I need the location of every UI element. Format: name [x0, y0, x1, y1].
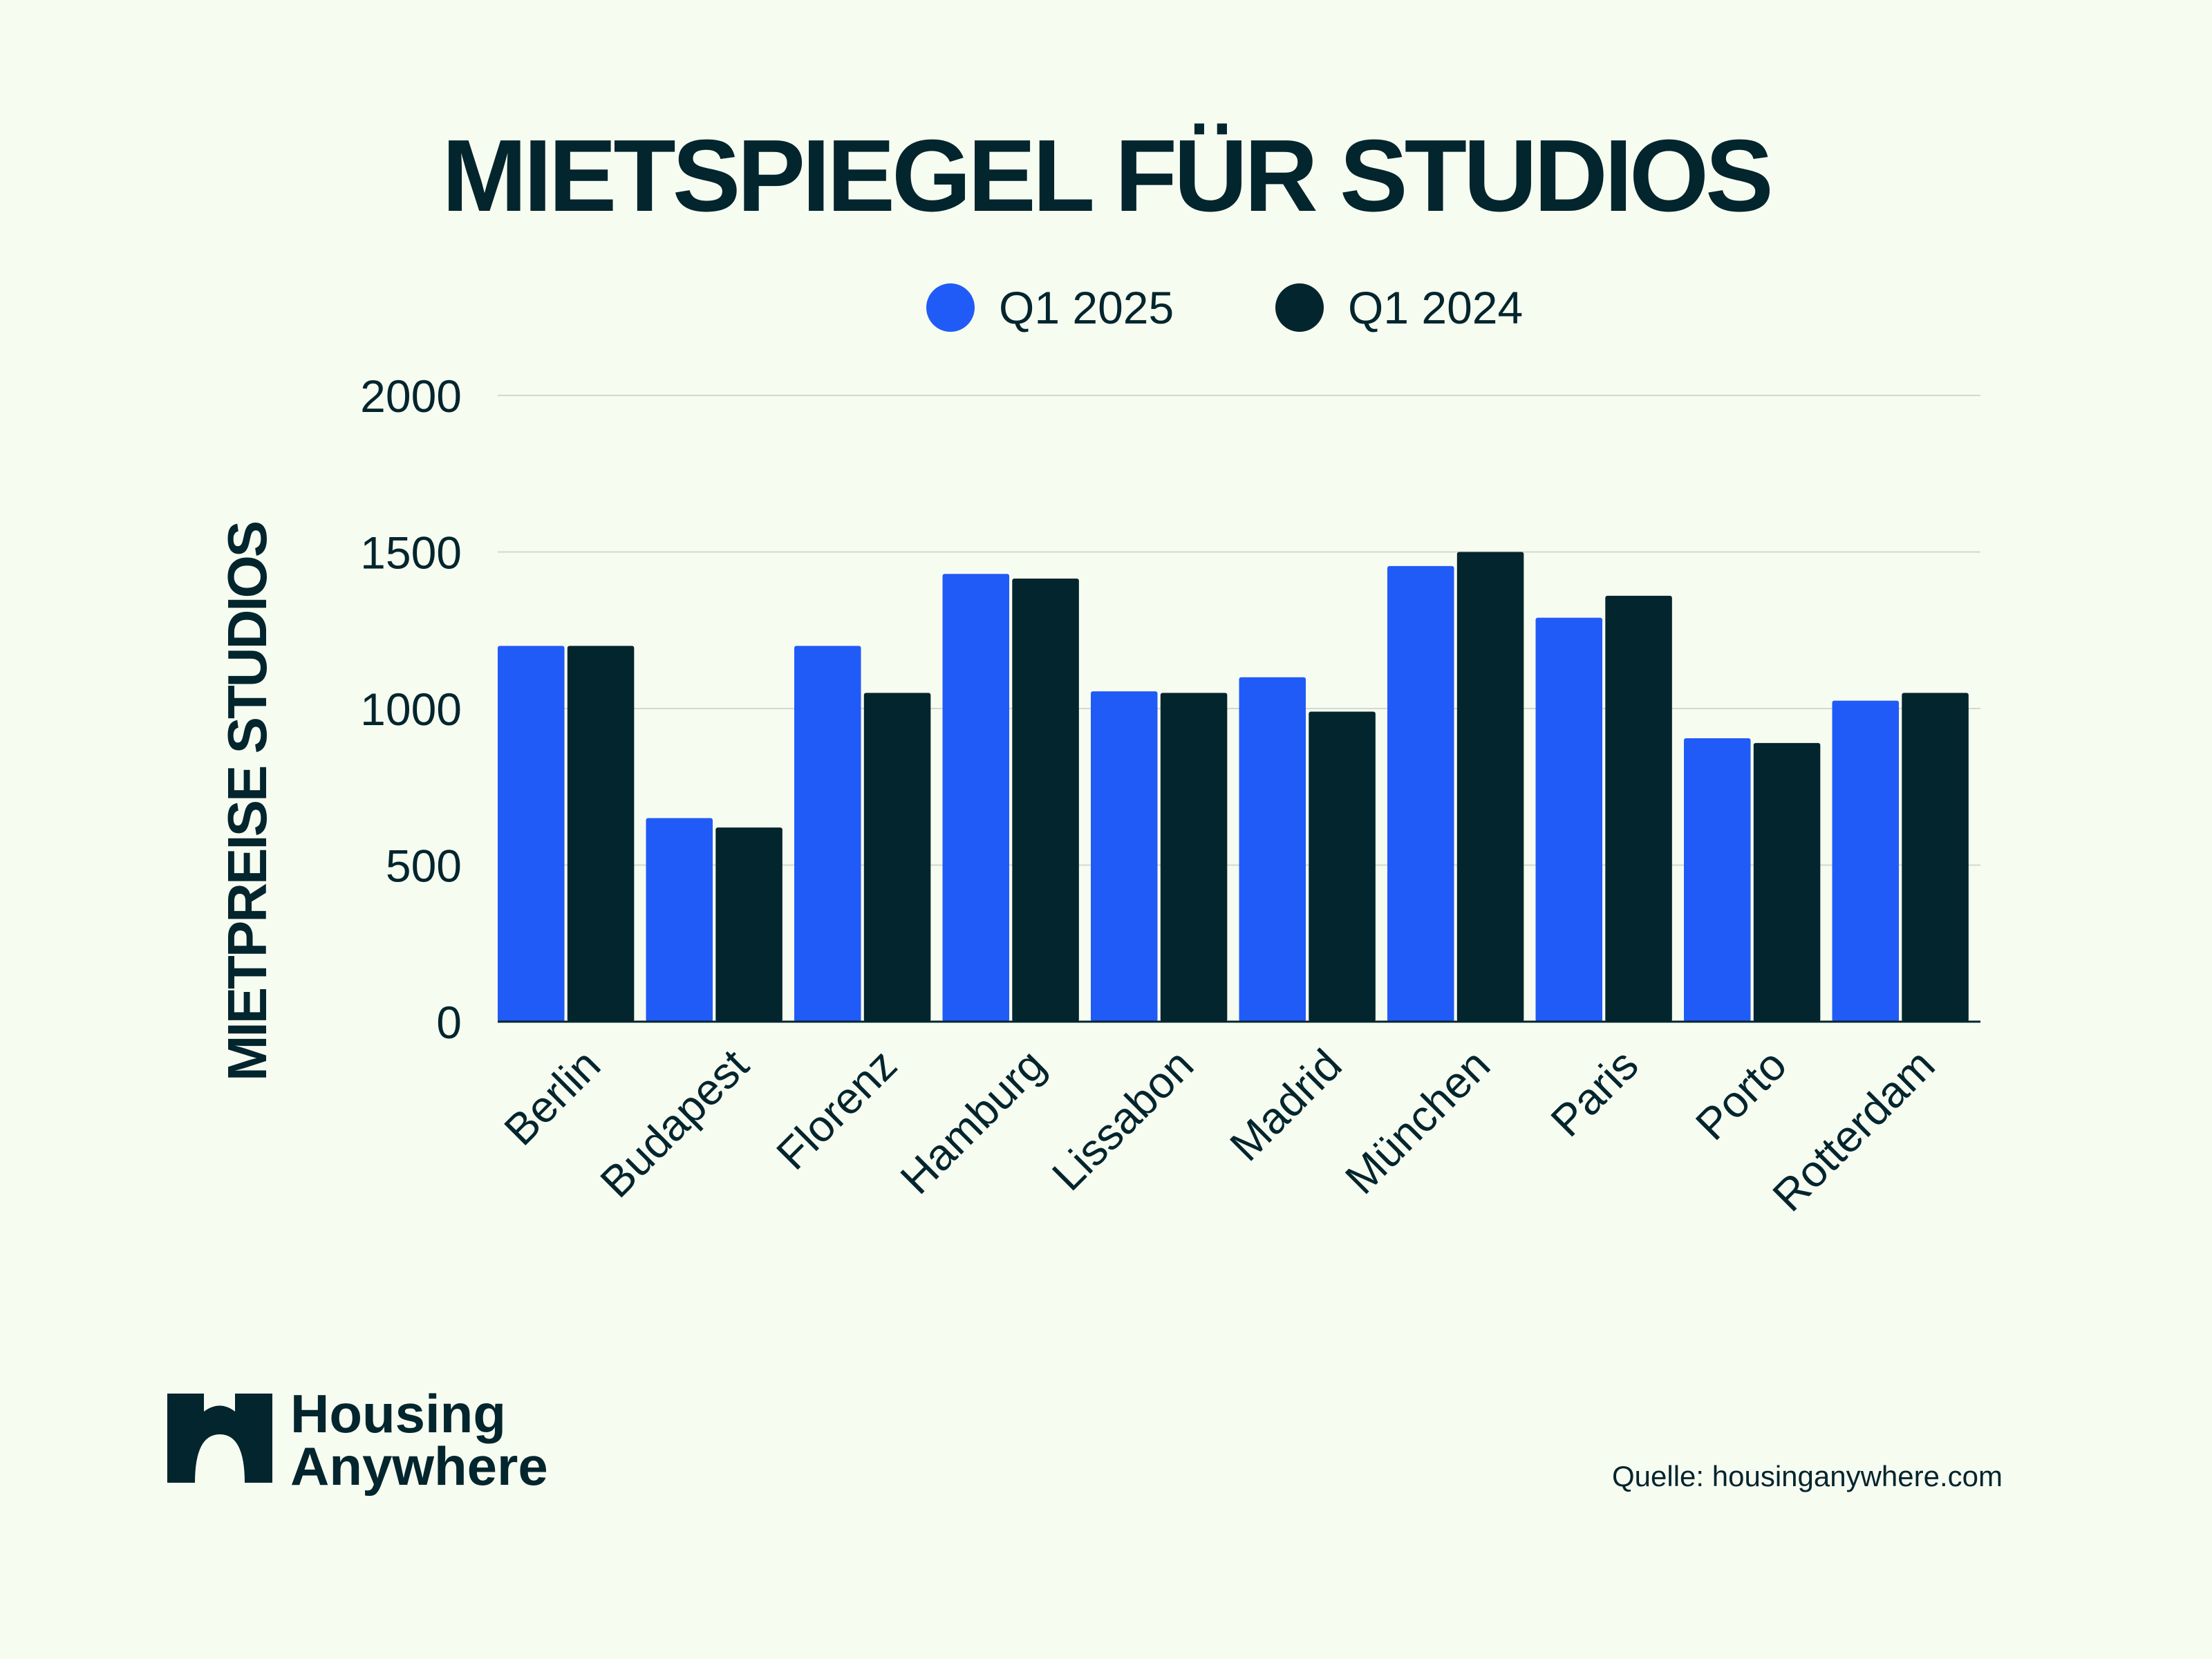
y-tick-label: 500: [386, 841, 462, 892]
legend-label-q1-2024: Q1 2024: [1348, 282, 1523, 333]
source-note: Quelle: housinganywhere.com: [1612, 1460, 2003, 1492]
bar-q1-2025-budapest: [646, 818, 713, 1022]
bar-q1-2024-lissabon: [1160, 693, 1228, 1022]
legend-marker-q1-2025: [926, 283, 975, 332]
bar-q1-2025-porto: [1684, 738, 1751, 1022]
x-tick-label: Hamburg: [891, 1040, 1055, 1203]
housing-anywhere-logo: Housing Anywhere: [167, 1383, 548, 1497]
bar-q1-2025-münchen: [1387, 565, 1454, 1022]
legend-marker-q1-2024: [1275, 283, 1324, 332]
bar-q1-2025-rotterdam: [1832, 700, 1900, 1022]
y-tick-label: 2000: [360, 371, 462, 422]
y-tick-label: 0: [436, 997, 462, 1048]
x-tick-label: Rotterdam: [1763, 1040, 1944, 1221]
y-axis-label: MIETPREISE STUDIOS: [216, 522, 278, 1081]
bar-q1-2025-berlin: [498, 646, 565, 1022]
x-tick-label: Florenz: [767, 1040, 906, 1179]
y-axis-ticks: 0 500 1000 1500 2000: [360, 371, 462, 1048]
bar-q1-2024-florenz: [863, 693, 931, 1022]
legend: Q1 2025 Q1 2024: [926, 282, 1523, 333]
x-tick-label: Budapest: [591, 1040, 758, 1207]
y-tick-label: 1000: [360, 684, 462, 735]
x-tick-label: Porto: [1686, 1040, 1796, 1150]
logo-text-housing: Housing: [290, 1383, 506, 1444]
bar-q1-2024-berlin: [567, 646, 635, 1022]
bar-q1-2025-lissabon: [1091, 691, 1158, 1022]
bar-q1-2024-münchen: [1456, 552, 1524, 1022]
bars: [498, 552, 1980, 1023]
house-arch-icon: [167, 1394, 272, 1483]
y-tick-label: 1500: [360, 527, 462, 579]
bar-q1-2025-madrid: [1239, 677, 1306, 1022]
logo-text-anywhere: Anywhere: [290, 1436, 548, 1497]
bar-q1-2024-hamburg: [1012, 579, 1079, 1022]
legend-label-q1-2025: Q1 2025: [999, 282, 1174, 333]
x-tick-label: Berlin: [495, 1040, 610, 1155]
x-tick-label: Madrid: [1220, 1040, 1351, 1170]
bar-q1-2024-madrid: [1309, 711, 1376, 1022]
bar-q1-2024-porto: [1753, 742, 1821, 1022]
bar-q1-2025-hamburg: [942, 574, 1010, 1022]
bar-q1-2025-florenz: [794, 646, 861, 1022]
chart-title: MIETSPIEGEL FÜR STUDIOS: [442, 119, 1770, 233]
bar-q1-2025-paris: [1535, 617, 1603, 1022]
bar-q1-2024-budapest: [715, 827, 782, 1022]
bar-q1-2024-paris: [1605, 595, 1672, 1022]
x-tick-label: München: [1335, 1040, 1499, 1203]
bar-q1-2024-rotterdam: [1902, 693, 1969, 1022]
x-tick-label: Lissabon: [1042, 1040, 1203, 1200]
x-tick-label: Paris: [1541, 1040, 1648, 1146]
